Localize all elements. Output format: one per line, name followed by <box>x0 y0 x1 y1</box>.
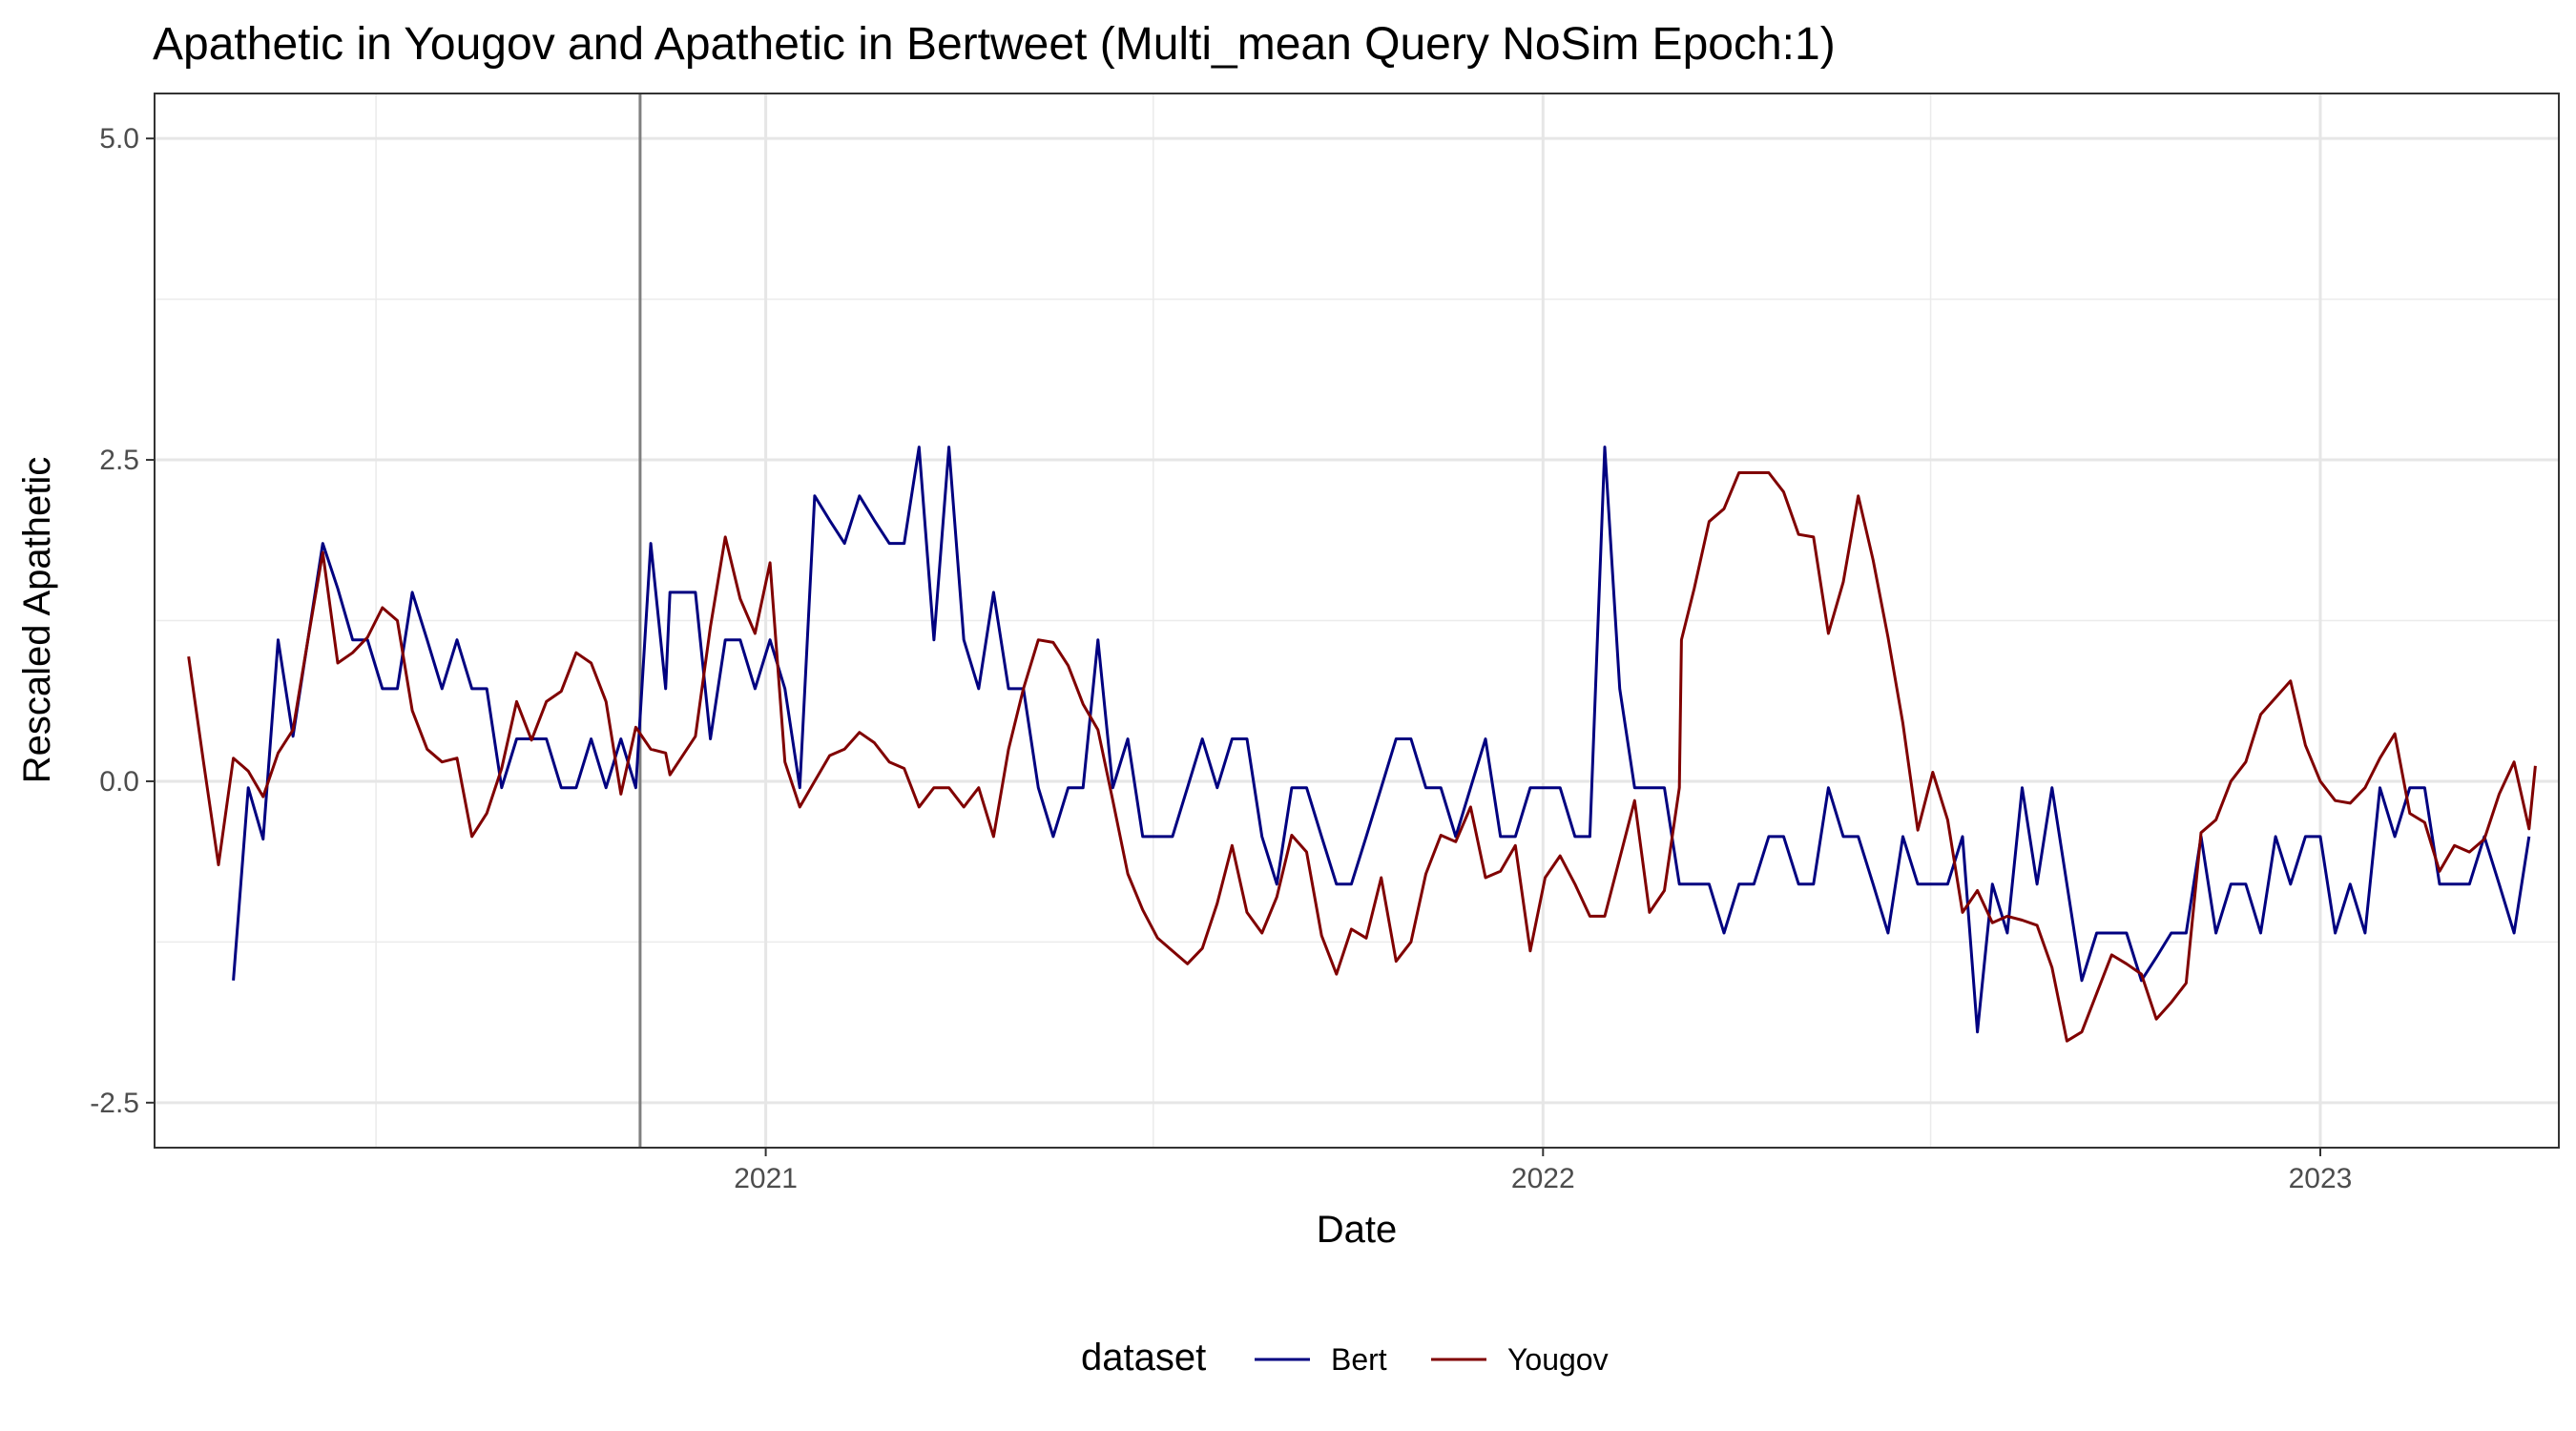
y-tick-label: -2.5 <box>90 1088 139 1119</box>
series-line-yougov <box>187 471 2537 1043</box>
legend: dataset Bert Yougov <box>1081 1337 1609 1379</box>
series-layer <box>187 446 2537 1043</box>
minor-grid <box>155 93 2559 1148</box>
legend-label-yougov: Yougov <box>1507 1342 1609 1377</box>
plot-panel-border <box>154 93 2560 1149</box>
x-axis-title: Date <box>1317 1209 1398 1251</box>
chart-title: Apathetic in Yougov and Apathetic in Ber… <box>153 19 1836 70</box>
x-axis: 2021 2022 2023 <box>734 1148 2352 1194</box>
x-tick-label: 2022 <box>1511 1163 1575 1194</box>
series-line-bert <box>232 446 2531 1034</box>
major-grid <box>155 93 2559 1148</box>
y-tick-label: 2.5 <box>99 445 139 476</box>
y-tick-label: 0.0 <box>99 766 139 798</box>
y-axis: -2.5 0.0 2.5 5.0 <box>90 123 155 1119</box>
legend-title: dataset <box>1081 1337 1206 1379</box>
legend-label-bert: Bert <box>1331 1342 1387 1377</box>
x-tick-label: 2021 <box>734 1163 798 1194</box>
x-tick-label: 2023 <box>2289 1163 2353 1194</box>
y-axis-title: Rescaled Apathetic <box>16 457 58 783</box>
y-tick-label: 5.0 <box>99 123 139 155</box>
